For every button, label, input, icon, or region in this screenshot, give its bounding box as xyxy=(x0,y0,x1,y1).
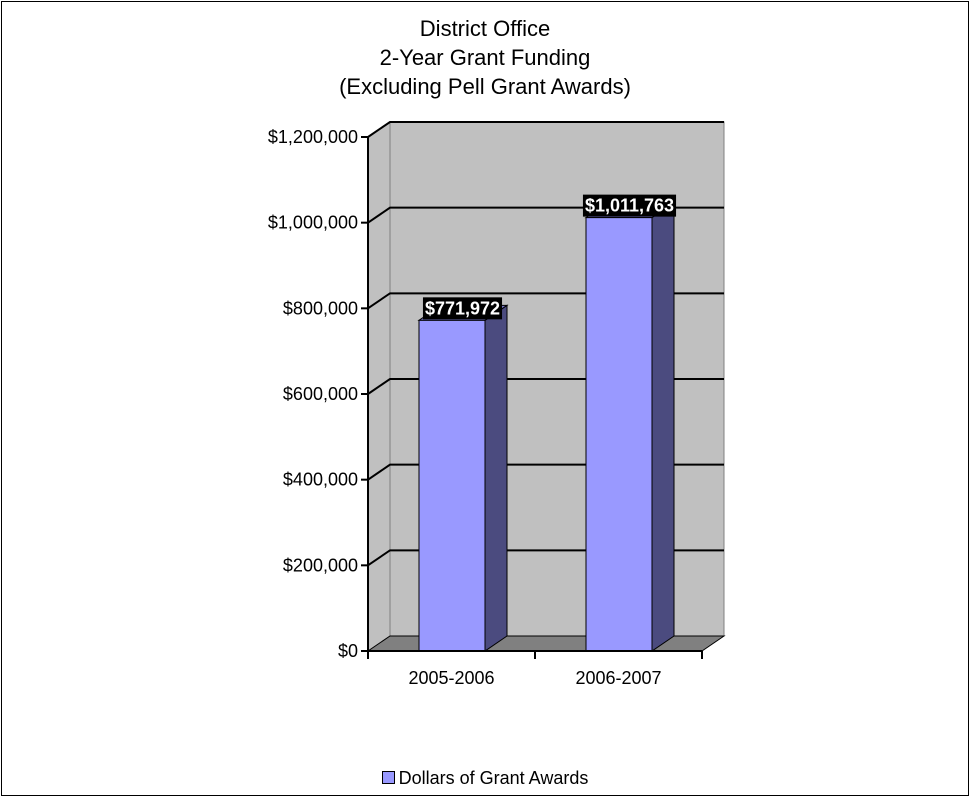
data-label-background xyxy=(422,297,503,320)
x-tick-label: 2005-2006 xyxy=(408,668,494,688)
chart-title: District Office 2-Year Grant Funding (Ex… xyxy=(0,14,970,101)
bar-side xyxy=(484,304,508,652)
data-label-background xyxy=(582,194,677,217)
data-label: $1,011,763 xyxy=(585,196,674,216)
x-tick-label: 2006-2007 xyxy=(575,668,661,688)
y-tick-label: $1,000,000 xyxy=(268,213,358,233)
y-tick-label: $200,000 xyxy=(283,555,358,575)
gridline xyxy=(367,121,724,138)
y-tick-label: $800,000 xyxy=(283,298,358,318)
y-tick-label: $600,000 xyxy=(283,384,358,404)
bar-side xyxy=(651,201,675,652)
y-tick-label: $0 xyxy=(338,641,358,661)
chart-title-line-1: District Office xyxy=(419,16,551,41)
bar xyxy=(585,217,653,652)
chart-title-line-2: 2-Year Grant Funding xyxy=(379,45,591,70)
chart-title-line-3: (Excluding Pell Grant Awards) xyxy=(339,74,631,99)
legend-label: Dollars of Grant Awards xyxy=(398,768,589,788)
y-tick-label: $400,000 xyxy=(283,470,358,490)
legend: Dollars of Grant Awards xyxy=(0,768,970,789)
legend-swatch xyxy=(381,771,395,784)
bar xyxy=(418,319,486,652)
y-tick-label: $1,200,000 xyxy=(268,127,358,147)
data-label: $771,972 xyxy=(425,298,500,318)
